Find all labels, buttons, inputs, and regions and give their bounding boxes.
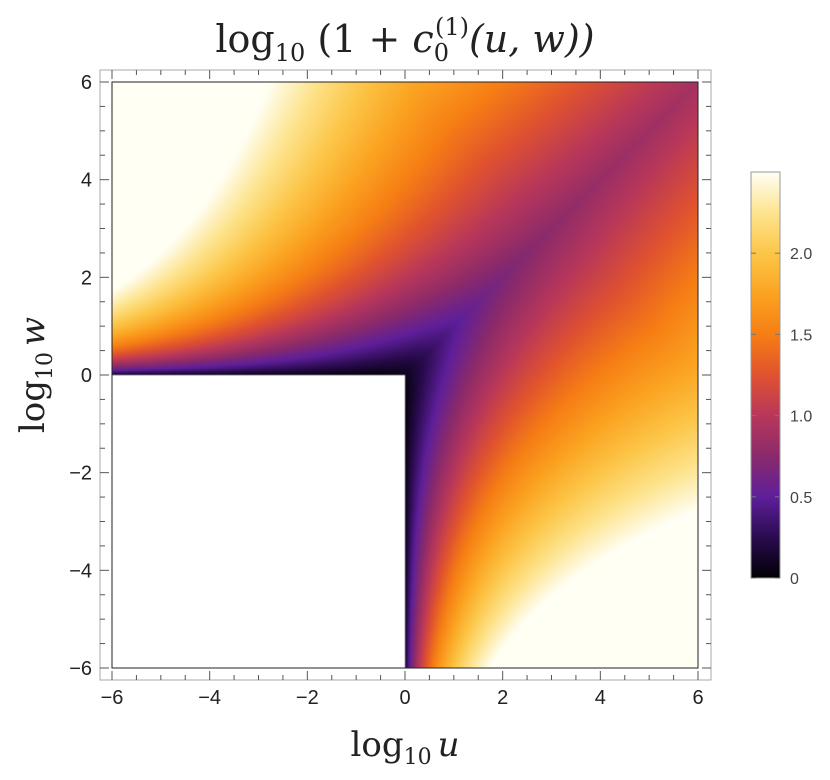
y-tick-label: 0 [81, 365, 92, 387]
y-tick-label: 2 [81, 267, 92, 289]
colorbar-tick-label: 0 [790, 571, 799, 588]
y-tick-label: 6 [81, 72, 92, 94]
colorbar-tick-label: 0.5 [790, 490, 812, 507]
colorbar-tick-label: 1.5 [790, 327, 812, 344]
x-tick-label: 6 [692, 687, 703, 709]
y-axis-title: log10w [13, 317, 58, 433]
y-tick-label: −4 [69, 560, 92, 582]
x-tick-label: 0 [399, 687, 410, 709]
x-tick-label: 2 [497, 687, 508, 709]
chart-title: log10 (1 + c0(1)(u, w)) [215, 13, 594, 67]
colorbar-ticks-group: 0 0.5 1.0 1.5 2.0 [751, 246, 812, 588]
x-tick-label: 4 [595, 687, 606, 709]
x-tick-label: −2 [296, 687, 319, 709]
plot-border [111, 81, 699, 669]
ticks-group: −6 −4 −2 0 2 4 6 −6 −4 −2 0 2 4 6 [69, 70, 711, 709]
heatmap-image [112, 82, 698, 668]
x-tick-label: −6 [101, 687, 124, 709]
colorbar-tick-label: 2.0 [790, 246, 812, 263]
x-tick-label: −4 [198, 687, 221, 709]
y-tick-label: −2 [69, 463, 92, 485]
y-tick-label: −6 [69, 658, 92, 680]
colorbar-tick-label: 1.0 [790, 409, 812, 426]
colorbar [750, 171, 781, 579]
y-tick-label: 4 [81, 170, 92, 192]
x-axis-title: log10 u [350, 725, 459, 770]
